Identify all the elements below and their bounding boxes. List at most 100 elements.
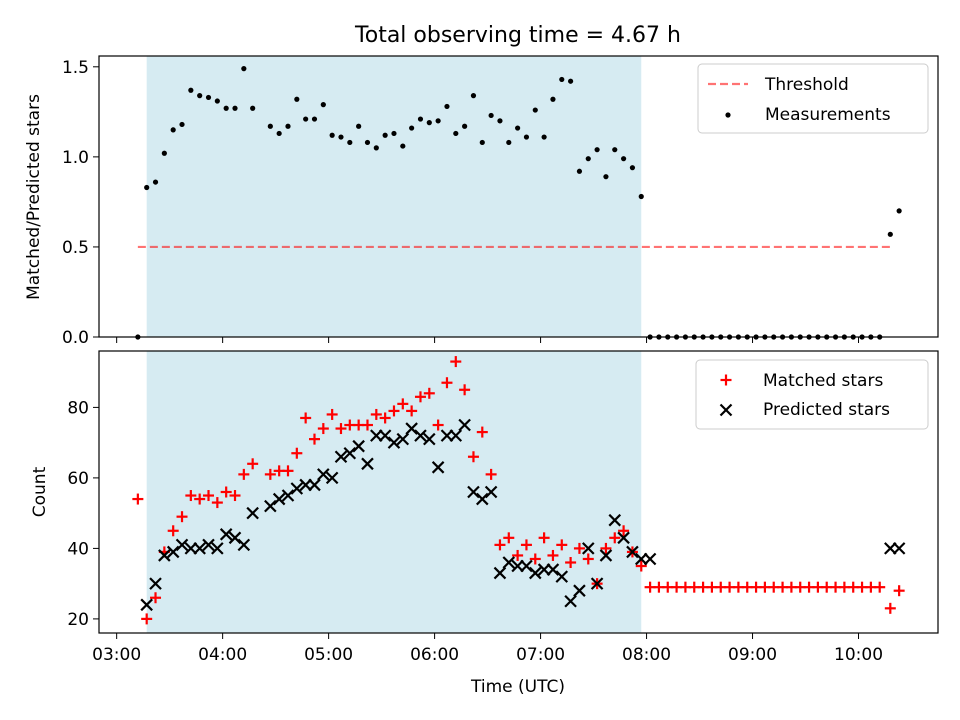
predicted-star-point xyxy=(476,492,489,506)
predicted-star-point xyxy=(317,468,330,481)
matched-star-point xyxy=(618,525,630,537)
predicted-star-point xyxy=(590,577,604,590)
top-legend: Threshold Measurements xyxy=(697,63,929,134)
matched-star-point xyxy=(512,549,524,561)
ytick-label: 80 xyxy=(67,398,89,418)
predicted-star-point xyxy=(581,542,595,555)
predicted-star-point xyxy=(484,485,498,499)
predicted-legend-glyph xyxy=(719,403,733,417)
predicted-star-point xyxy=(272,492,286,506)
predicted-star-point xyxy=(193,542,206,555)
matched-star-point xyxy=(893,585,905,597)
measurement-point xyxy=(356,123,362,129)
matched-star-point xyxy=(467,451,479,463)
predicted-star-point xyxy=(334,450,348,464)
measurement-point xyxy=(294,96,300,102)
measurement-point xyxy=(417,116,424,122)
matched-star-point xyxy=(582,553,594,565)
predicted-star-point xyxy=(361,457,374,471)
predicted-star-point xyxy=(546,563,560,576)
measurement-point xyxy=(205,94,212,101)
measurement-point xyxy=(391,130,397,137)
matched-star-point xyxy=(379,412,391,424)
matched-star-point xyxy=(503,532,515,544)
predicted-star-point xyxy=(166,545,180,559)
predicted-star-point xyxy=(175,538,189,552)
predicted-star-point xyxy=(555,570,569,583)
measurement-point xyxy=(515,125,521,131)
measurement-point xyxy=(523,134,530,140)
matched-star-point xyxy=(423,387,435,399)
measurement-point xyxy=(594,147,600,153)
matched-star-point xyxy=(211,497,223,509)
ytick-label: 0.5 xyxy=(62,238,89,258)
matched-star-point xyxy=(520,539,532,551)
measurements-legend-label: Measurements xyxy=(765,105,891,125)
measurement-point xyxy=(444,103,450,110)
top-legend-box xyxy=(697,63,929,134)
ytick-label: 0.0 xyxy=(62,328,89,348)
xtick-label: 06:00 xyxy=(410,645,459,665)
ytick-label: 40 xyxy=(67,539,89,559)
matched-star-point xyxy=(538,532,550,544)
measurement-point xyxy=(541,134,547,140)
matched-star-point xyxy=(485,468,497,480)
predicted-star-point xyxy=(414,429,427,442)
predicted-star-point xyxy=(158,549,171,562)
matched-star-point xyxy=(282,465,294,477)
predicted-star-point xyxy=(405,422,418,435)
figure-title: Total observing time = 4.67 h xyxy=(354,23,681,48)
predicted-star-point xyxy=(325,471,339,485)
measurement-point xyxy=(382,132,388,138)
predicted-star-point xyxy=(892,542,906,555)
matched-star-point xyxy=(167,525,179,537)
measurement-point xyxy=(170,127,176,133)
bottom-xlabel: Time (UTC) xyxy=(470,677,565,697)
measurement-point xyxy=(887,231,893,237)
predicted-legend-label: Predicted stars xyxy=(763,400,890,420)
measurement-point xyxy=(303,116,309,122)
measurement-point xyxy=(241,66,247,72)
matched-star-point xyxy=(476,426,488,438)
matched-legend-marker xyxy=(720,374,732,386)
measurement-point xyxy=(568,78,574,84)
measurement-point xyxy=(550,96,556,102)
matched-star-point xyxy=(635,560,647,572)
matched-star-point xyxy=(220,486,232,498)
top-plot-panel: 0.0 0.5 1.0 1.5 Matched/Predicted stars Thr… xyxy=(24,55,939,348)
measurement-point xyxy=(276,130,282,137)
bottom-legend-box xyxy=(695,359,929,430)
measurement-point xyxy=(638,193,644,200)
top-shaded-span xyxy=(146,56,642,337)
measurement-point xyxy=(188,87,194,93)
measurement-point xyxy=(488,112,494,119)
predicted-star-point xyxy=(246,506,259,520)
xtick-label: 08:00 xyxy=(622,645,671,665)
ytick-label: 1.5 xyxy=(62,58,89,78)
measurement-point xyxy=(373,145,379,151)
measurement-point xyxy=(197,93,203,99)
top-axes-frame xyxy=(98,55,939,338)
measurement-point xyxy=(559,76,565,83)
measurement-point xyxy=(320,102,326,108)
matched-star-point xyxy=(370,408,382,420)
matched-star-point xyxy=(308,433,320,445)
measurement-point xyxy=(532,107,538,113)
predicted-star-point xyxy=(343,446,357,460)
matched-star-point xyxy=(132,493,144,505)
predicted-star-point xyxy=(599,549,613,562)
predicted-star-point xyxy=(423,432,436,446)
matched-star-point xyxy=(176,511,188,523)
matched-star-point xyxy=(874,581,886,593)
matched-star-point xyxy=(150,592,162,604)
measurement-point xyxy=(612,147,618,153)
predicted-star-point xyxy=(264,499,277,513)
predicted-star-point xyxy=(467,485,480,499)
predicted-star-point xyxy=(520,559,533,573)
xtick-label: 05:00 xyxy=(304,645,353,665)
matched-star-point xyxy=(264,468,276,480)
predicted-star-point xyxy=(202,538,215,552)
predicted-star-point xyxy=(573,584,586,597)
matched-star-point xyxy=(494,539,506,551)
